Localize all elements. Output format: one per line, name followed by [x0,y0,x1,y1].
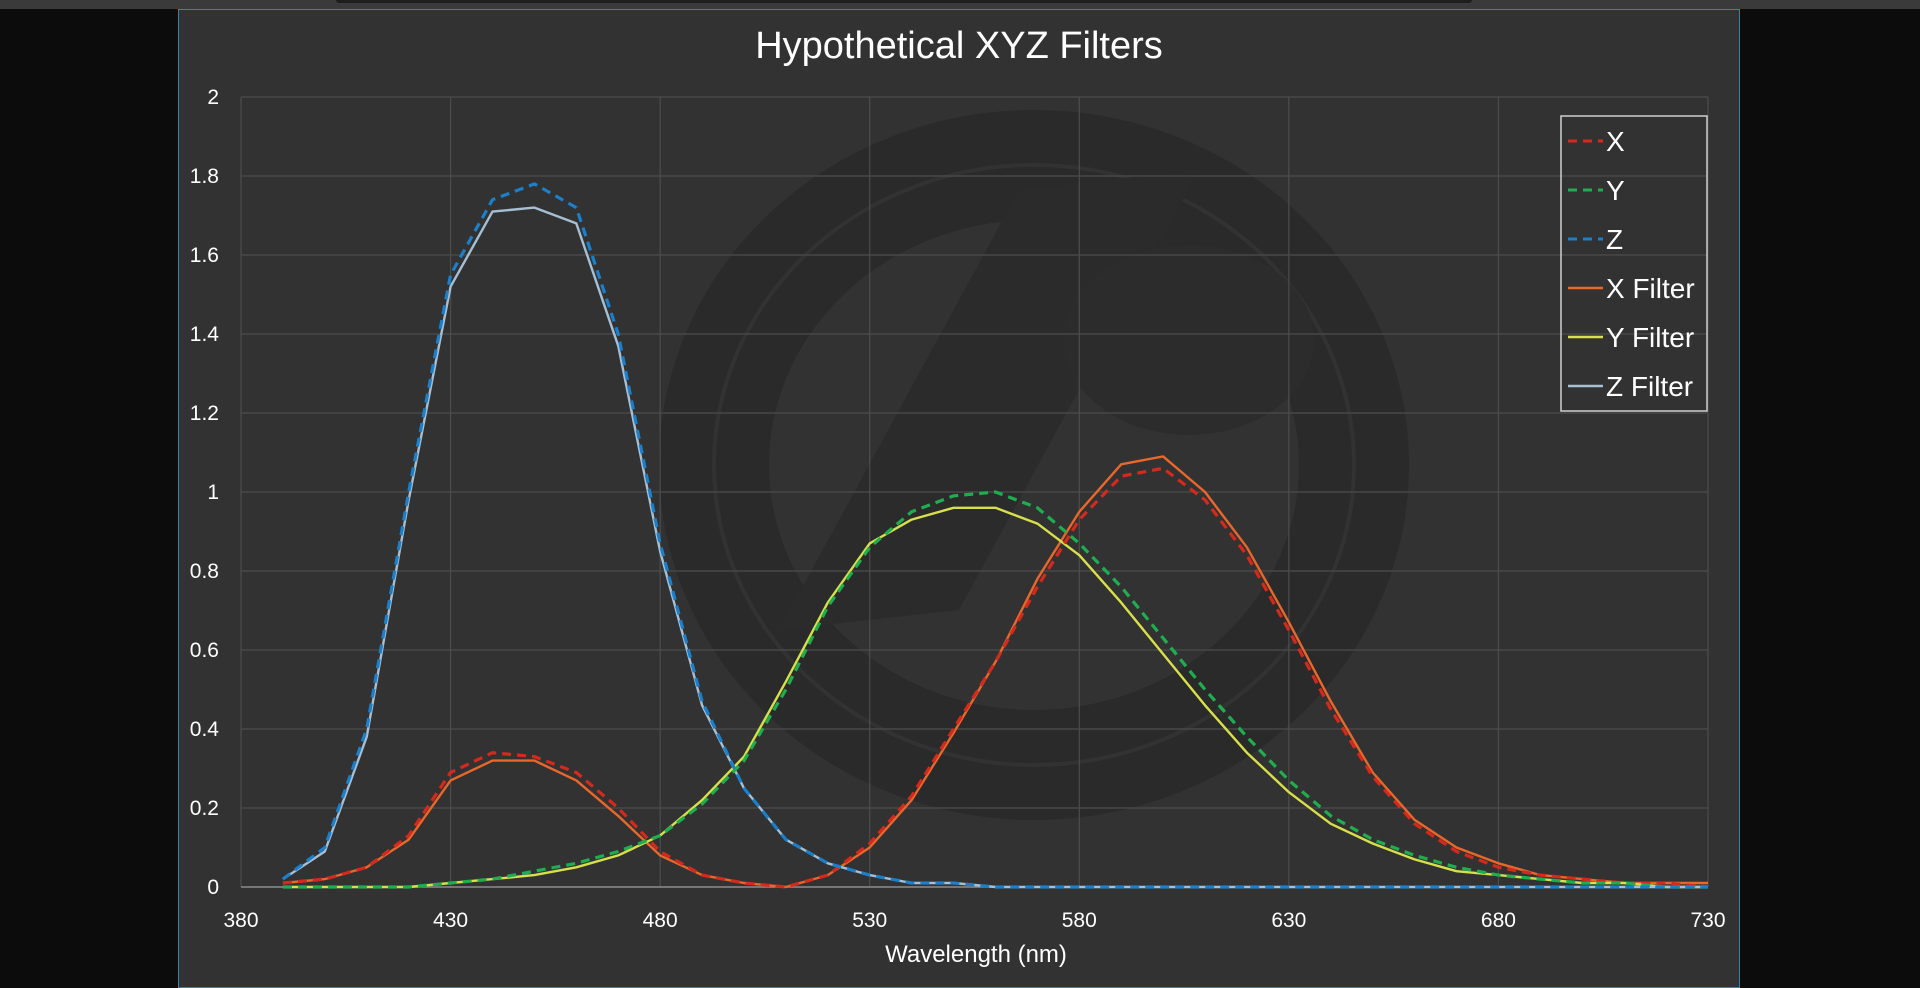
chart-container: 0 0.2 0.4 0.6 0.8 1 1.2 1.4 1.6 1.8 2 380 430 480 530… [178,9,1740,988]
chart-title: Hypothetical XYZ Filters [755,25,1163,67]
series-line-y [282,490,1708,889]
watermark-logo [659,110,1409,820]
x-tick-label: 480 [643,909,678,932]
legend-label: X Filter [1606,273,1695,304]
legend-label: Z [1606,224,1623,255]
x-axis-ticks: 380 430 480 530 580 630 680 730 [223,909,1725,932]
x-tick-label: 430 [433,909,468,932]
y-tick-label: 0.4 [190,718,220,741]
top-bar [0,0,1920,9]
y-axis-ticks: 0 0.2 0.4 0.6 0.8 1 1.2 1.4 1.6 1.8 2 [190,86,220,899]
grid [240,96,1709,888]
legend: XYZ X Filter Y Filter Z Filter [1560,115,1708,412]
series-line-y-filter [282,506,1708,889]
y-tick-label: 0 [207,876,219,899]
x-tick-label: 530 [852,909,887,932]
legend-label: Y [1606,175,1625,206]
legend-label: Y Filter [1606,322,1694,353]
y-tick-label: 1.4 [190,323,220,346]
y-tick-label: 0.2 [190,797,219,820]
series-lines [281,182,1709,889]
x-tick-label: 380 [223,909,258,932]
y-tick-label: 2 [207,86,219,109]
legend-label: X [1606,126,1625,157]
line-chart: 0 0.2 0.4 0.6 0.8 1 1.2 1.4 1.6 1.8 2 380 430 480 530… [190,25,1726,968]
series-line-x-filter [282,455,1708,889]
y-tick-label: 1 [207,481,219,504]
y-tick-label: 0.6 [190,639,219,662]
x-tick-label: 730 [1690,909,1725,932]
legend-box [1560,115,1708,412]
legend-label: Z Filter [1606,371,1693,402]
top-bar-tab [336,0,1472,3]
x-tick-label: 630 [1271,909,1306,932]
x-tick-label: 680 [1481,909,1516,932]
y-tick-label: 1.6 [190,244,219,267]
y-tick-label: 0.8 [190,560,219,583]
x-axis-label: Wavelength (nm) [885,941,1067,968]
y-tick-label: 1.8 [190,165,219,188]
x-tick-label: 580 [1062,909,1097,932]
y-tick-label: 1.2 [190,402,219,425]
series-line-x [282,466,1709,889]
series-line-z [281,182,1708,889]
